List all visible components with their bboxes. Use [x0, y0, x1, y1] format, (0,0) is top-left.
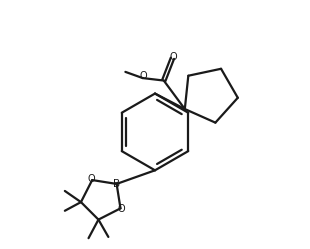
- Text: B: B: [113, 179, 120, 189]
- Text: O: O: [117, 204, 125, 214]
- Text: O: O: [140, 71, 147, 81]
- Text: O: O: [87, 174, 95, 184]
- Text: O: O: [169, 52, 177, 62]
